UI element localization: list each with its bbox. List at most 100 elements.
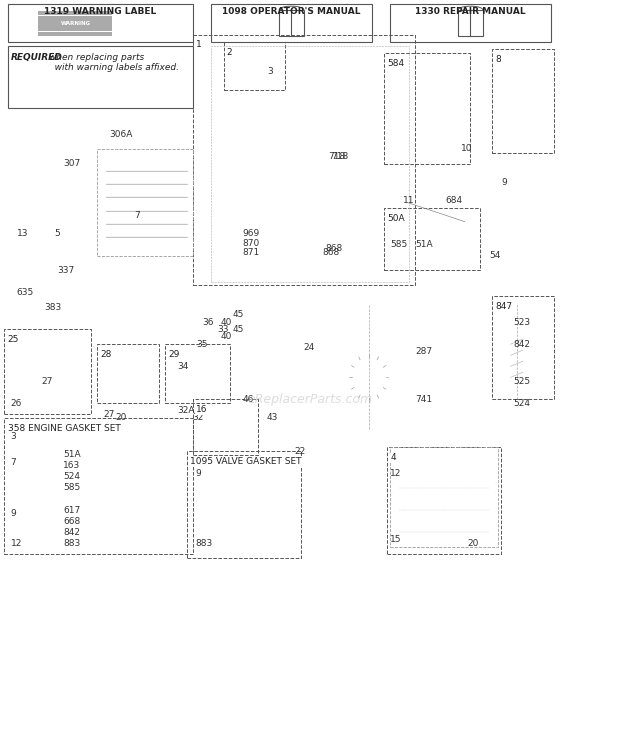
Bar	[390, 448, 498, 547]
Bar	[390, 4, 551, 42]
Text: 871: 871	[242, 249, 259, 258]
Text: 868: 868	[326, 244, 343, 253]
Text: 9: 9	[11, 509, 16, 518]
Bar	[7, 4, 193, 42]
Text: 718: 718	[329, 152, 346, 161]
Text: 842: 842	[63, 528, 80, 536]
Text: 32: 32	[193, 414, 204, 423]
Text: 7: 7	[134, 211, 140, 220]
Bar	[193, 400, 257, 455]
Bar	[7, 46, 193, 108]
Bar	[279, 10, 304, 36]
Bar	[38, 16, 112, 21]
Text: 668: 668	[63, 517, 81, 525]
Text: 4: 4	[390, 454, 396, 462]
Text: 34: 34	[177, 362, 188, 371]
Text: REQUIRED: REQUIRED	[11, 53, 63, 62]
Text: 12: 12	[11, 539, 22, 548]
Bar	[384, 53, 471, 164]
Text: 868: 868	[322, 248, 340, 257]
Text: 10: 10	[461, 144, 472, 153]
Text: 33: 33	[218, 325, 229, 334]
Text: 51A: 51A	[415, 240, 433, 249]
Text: 11: 11	[402, 196, 414, 205]
Text: 1098 OPERATOR'S MANUAL: 1098 OPERATOR'S MANUAL	[222, 7, 361, 16]
Text: WARNING: WARNING	[60, 21, 91, 26]
Text: 163: 163	[63, 461, 81, 471]
Text: 54: 54	[489, 252, 500, 260]
Text: 524: 524	[514, 399, 531, 408]
Text: 524: 524	[63, 472, 80, 482]
Text: 13: 13	[17, 229, 29, 238]
Text: 29: 29	[168, 350, 179, 359]
Text: 358 ENGINE GASKET SET: 358 ENGINE GASKET SET	[7, 424, 120, 433]
Text: 51A: 51A	[63, 450, 81, 460]
Text: 585: 585	[63, 483, 81, 492]
Bar	[38, 21, 112, 26]
Text: 22: 22	[294, 447, 306, 456]
Text: 27: 27	[42, 377, 53, 386]
Bar	[4, 329, 91, 414]
Bar	[38, 11, 112, 16]
Bar	[97, 149, 193, 256]
Text: 27: 27	[104, 410, 115, 419]
Text: 3: 3	[11, 432, 16, 441]
Text: 45: 45	[233, 310, 244, 319]
Text: 16: 16	[196, 406, 207, 414]
Text: 50A: 50A	[387, 214, 405, 223]
Bar	[97, 344, 159, 403]
Text: 5: 5	[54, 229, 60, 238]
Text: 585: 585	[390, 240, 407, 249]
Bar	[38, 27, 112, 31]
Text: 584: 584	[387, 59, 404, 68]
Text: 20: 20	[115, 414, 127, 423]
Text: 35: 35	[196, 340, 207, 349]
Text: 617: 617	[63, 505, 81, 514]
Text: 1330 REPAIR MANUAL: 1330 REPAIR MANUAL	[415, 7, 526, 16]
Text: 15: 15	[390, 535, 402, 544]
Text: 1095 VALVE GASKET SET: 1095 VALVE GASKET SET	[190, 457, 301, 466]
Text: 525: 525	[514, 377, 531, 386]
Text: 20: 20	[467, 539, 479, 548]
Text: 46: 46	[242, 395, 254, 404]
Text: 9: 9	[502, 178, 507, 186]
Text: 383: 383	[45, 303, 62, 312]
Text: 28: 28	[100, 350, 112, 359]
Text: 870: 870	[242, 239, 259, 248]
Text: 842: 842	[514, 340, 531, 349]
Text: 36: 36	[202, 317, 213, 326]
Bar	[492, 296, 554, 400]
Text: 1319 WARNING LABEL: 1319 WARNING LABEL	[44, 7, 156, 16]
Bar	[193, 35, 415, 285]
Text: 26: 26	[11, 399, 22, 408]
Bar	[211, 4, 372, 42]
Text: 883: 883	[63, 539, 81, 548]
Bar	[492, 50, 554, 152]
Text: 12: 12	[390, 468, 402, 478]
Bar	[38, 32, 112, 36]
Bar	[165, 344, 230, 403]
Text: 8: 8	[495, 56, 501, 64]
Text: eReplacerParts.com: eReplacerParts.com	[247, 393, 373, 406]
Text: 635: 635	[17, 288, 34, 297]
Text: 40: 40	[221, 317, 232, 326]
Text: 718: 718	[332, 152, 349, 161]
Bar	[4, 418, 193, 554]
Bar	[458, 10, 483, 36]
Bar	[224, 42, 285, 90]
Text: 307: 307	[63, 159, 81, 168]
Text: 1: 1	[196, 41, 202, 50]
Text: 306A: 306A	[109, 130, 133, 138]
Text: 741: 741	[415, 395, 432, 404]
Text: 287: 287	[415, 347, 432, 356]
Text: 24: 24	[304, 343, 315, 352]
Text: 45: 45	[233, 325, 244, 334]
Bar	[187, 451, 301, 558]
Bar	[387, 448, 502, 554]
Text: 2: 2	[227, 48, 232, 57]
Text: 883: 883	[196, 539, 213, 548]
Text: 337: 337	[57, 266, 74, 275]
Text: 40: 40	[221, 332, 232, 341]
Text: 32A: 32A	[177, 406, 195, 415]
Text: 969: 969	[242, 229, 259, 238]
